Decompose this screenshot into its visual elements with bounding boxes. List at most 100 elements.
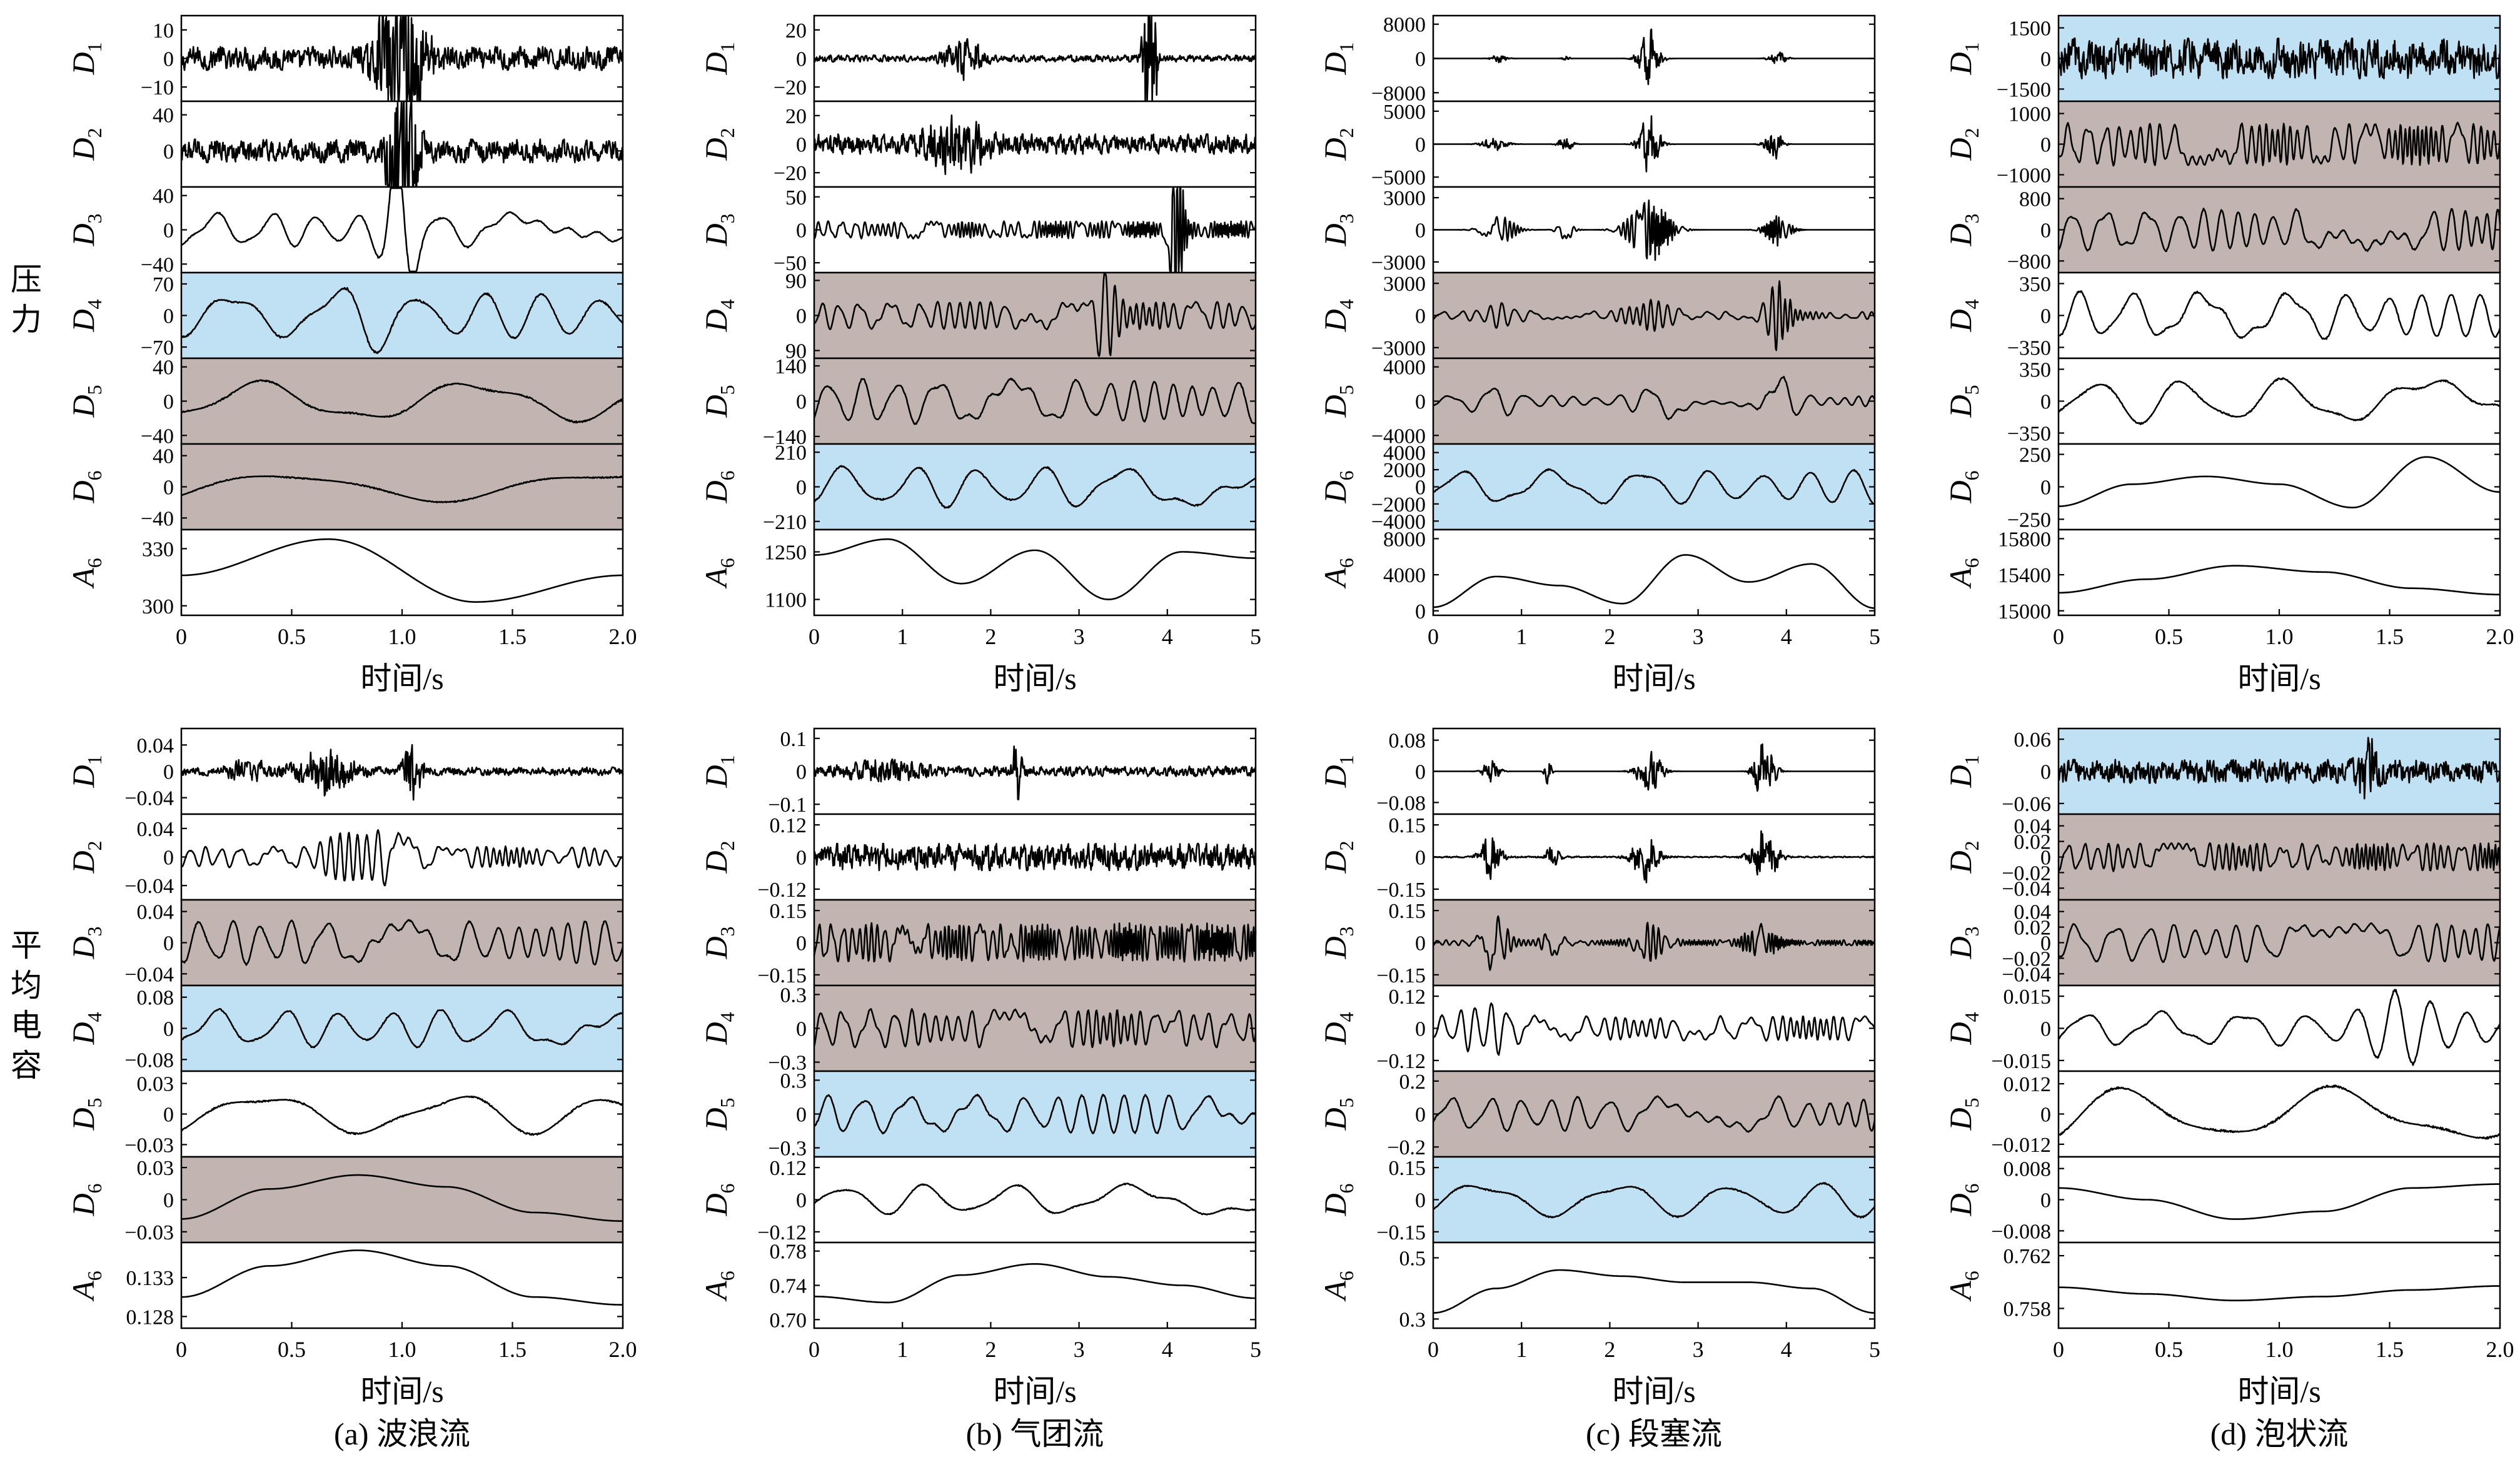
signal-line-D4 [181, 1007, 623, 1049]
y-tick-label: 350 [2019, 273, 2051, 296]
y-tick-label: −10 [141, 76, 174, 99]
signal-line-D3 [813, 922, 1257, 963]
signal-line-D1 [2057, 38, 2501, 79]
x-axis-label: 时间/s [360, 1374, 443, 1409]
y-tick-label: −0.02 [2002, 947, 2051, 970]
y-axis-label: D4 [1943, 1012, 1983, 1045]
chart-capacitance-col1: 0.1 0 −0.1 D1 0.12 0 −0.12 D2 0.15 0 −0.15 D3 0.3 0 −0… [698, 727, 1261, 1451]
x-axis-label: 时间/s [1612, 661, 1695, 696]
y-tick-label: 0 [1415, 1189, 1426, 1212]
signal-line-D6 [2058, 456, 2501, 508]
panel-D3: 40 0 −40 D3 [66, 185, 624, 276]
y-tick-label: 0 [163, 1189, 174, 1212]
y-tick-label: −0.015 [1991, 1050, 2051, 1073]
signal-line-D6 [2058, 1183, 2501, 1220]
y-tick-label: −0.15 [1376, 879, 1426, 902]
chart-pressure-col2: 80000−8000D150000−5000D230000−3000D33000… [1318, 14, 1880, 696]
panel-D4: 0.3 0 −0.3 D4 [698, 984, 1257, 1075]
y-axis-label: D3 [698, 926, 738, 959]
y-axis-label: D5 [698, 1097, 738, 1131]
y-tick-label: −0.3 [768, 1137, 807, 1161]
y-tick-label: 40 [153, 356, 174, 380]
y-tick-label: 0.02 [2014, 831, 2052, 854]
y-tick-label: −0.03 [124, 1221, 174, 1244]
panel-D3: 0.04 0 −0.04 D3 [66, 899, 624, 986]
y-tick-label: −0.04 [2002, 877, 2051, 900]
y-tick-label: 0.758 [2003, 1298, 2052, 1321]
y-axis-label: A6 [1318, 1271, 1358, 1302]
signal-line-D1 [2057, 737, 2501, 800]
y-axis-label: A6 [1318, 558, 1358, 589]
y-tick-label: −50 [774, 252, 807, 275]
signal-line-D5 [2057, 377, 2501, 425]
y-axis-label: D3 [1943, 926, 1983, 959]
y-axis-label: D5 [698, 385, 738, 418]
y-axis-label: D5 [1943, 385, 1983, 418]
y-axis-label: A6 [698, 558, 738, 589]
panel-frame [180, 1241, 624, 1329]
y-tick-label: −350 [2007, 337, 2051, 360]
row-label-capacitance: 平均电容 [11, 927, 42, 1084]
x-tick-label: 1 [897, 1337, 908, 1362]
signal-line-D2 [2058, 121, 2501, 167]
panel-D4: 90 0 90 D4 [698, 270, 1257, 363]
y-axis-label: D3 [1318, 926, 1358, 959]
panel-caption: (b) 气团流 [966, 1416, 1104, 1451]
y-tick-label: 0.3 [780, 1069, 807, 1092]
y-tick-label: −40 [141, 507, 174, 530]
y-tick-label: −250 [2007, 508, 2051, 532]
chart-capacitance-col2: 0.08 0 −0.08 D1 0.15 0 −0.15 D2 0.15 0 −0.15 D3 0.12… [1318, 727, 1880, 1451]
panel-frame [1432, 528, 1876, 617]
y-tick-label: −350 [2007, 423, 2051, 446]
y-tick-label: −800 [2007, 250, 2051, 273]
panel-frame [180, 984, 624, 1072]
y-tick-label: −70 [141, 336, 174, 360]
y-tick-label: 2000 [1383, 459, 1426, 482]
panel-frame [813, 528, 1257, 617]
y-tick-label: 0 [2040, 1189, 2051, 1212]
panel-frame [813, 271, 1257, 360]
y-tick-label: 0 [1415, 1104, 1426, 1127]
signal-line-D2 [813, 842, 1257, 872]
y-tick-label: 0 [796, 847, 807, 870]
panel-D2: 0.04 0 −0.04 D2 [66, 813, 624, 901]
y-tick-label: −140 [763, 426, 807, 449]
y-tick-label: −0.15 [1376, 1221, 1426, 1244]
y-axis-label: D4 [698, 1012, 738, 1045]
chart-pressure-col3: 15000−1500D110000−1000D28000−800D33500−3… [1943, 14, 2514, 696]
y-tick-label: 0 [796, 134, 807, 157]
y-tick-label: 0 [1415, 476, 1426, 500]
y-tick-label: 90 [785, 340, 807, 363]
y-tick-label: 0.15 [1389, 1157, 1426, 1180]
y-tick-label: 15000 [1998, 600, 2051, 623]
y-axis-label: D2 [1318, 840, 1358, 874]
y-tick-label: 90 [785, 270, 807, 293]
y-tick-label: 0 [2040, 391, 2051, 414]
y-tick-label: 15400 [1998, 564, 2051, 587]
signal-line-D5 [1432, 1095, 1876, 1133]
panel-D5: 0.012 0 −0.012 D5 [1943, 1070, 2501, 1158]
y-tick-label: −1000 [1997, 164, 2051, 187]
y-tick-label: −0.008 [1991, 1220, 2051, 1243]
y-axis-label: D5 [1943, 1097, 1983, 1131]
y-axis-label: D1 [1318, 42, 1358, 75]
signal-line-A6 [2058, 1285, 2501, 1301]
y-axis-label: D2 [1943, 840, 1983, 874]
y-tick-label: 1500 [2008, 18, 2051, 41]
y-tick-label: −2000 [1371, 493, 1426, 517]
x-tick-label: 3 [1074, 1337, 1085, 1362]
signal-line-D2 [181, 101, 624, 187]
x-tick-label: 0 [176, 1337, 187, 1362]
y-tick-label: 40 [153, 185, 174, 208]
y-tick-label: 0.2 [1399, 1071, 1426, 1094]
y-tick-label: 0.12 [770, 814, 807, 837]
panel-D4: 70 0 −70 D4 [66, 271, 624, 360]
y-axis-label: D3 [66, 926, 106, 959]
x-tick-label: 0 [2053, 1337, 2064, 1362]
y-tick-label: 0 [1415, 48, 1426, 71]
y-axis-label: D4 [1943, 299, 1983, 332]
panel-frame [813, 443, 1257, 531]
signal-line-D3 [1433, 199, 1875, 261]
x-tick-label: 1.5 [498, 624, 527, 649]
y-tick-label: 0.133 [126, 1267, 174, 1290]
